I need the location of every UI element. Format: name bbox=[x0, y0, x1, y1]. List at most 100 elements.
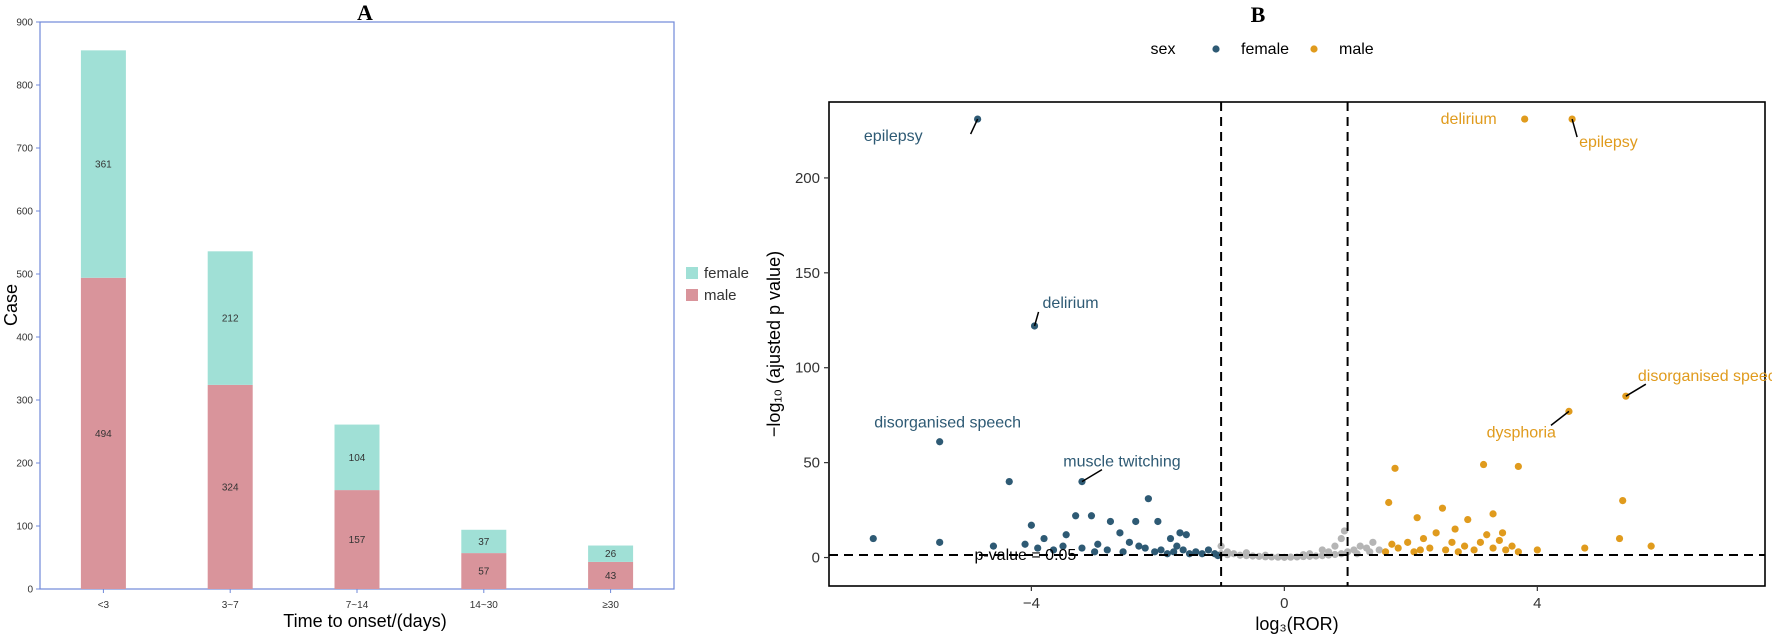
panel-a-legend-label-female: female bbox=[704, 265, 749, 282]
panel-b-point-not-significant bbox=[1343, 548, 1352, 556]
panel-b-point-female bbox=[1170, 548, 1178, 556]
panel-a-bar-female bbox=[80, 50, 126, 278]
panel-a-bar-female bbox=[207, 251, 253, 385]
panel-a-bar-male bbox=[588, 561, 634, 589]
panel-b-point-male bbox=[1460, 542, 1469, 550]
panel-a-legend: female male bbox=[686, 265, 749, 304]
panel-b-legend-swatch-female bbox=[1212, 45, 1220, 53]
panel-a-bar-label: 494 bbox=[95, 429, 112, 440]
panel-a-y-axis-title: Case bbox=[1, 284, 21, 326]
panel-b-point-male bbox=[1495, 536, 1503, 545]
panel-a-bar-label: 361 bbox=[95, 160, 112, 171]
panel-a-x-tick-label: 14~30 bbox=[470, 600, 499, 611]
panel-a: A 0 100 200 300 400 500 600 700 800 900 494 361 324… bbox=[1, 0, 749, 631]
panel-b-point-male bbox=[1388, 540, 1396, 548]
panel-b-point-female bbox=[1173, 542, 1181, 550]
panel-a-legend-swatch-female bbox=[686, 267, 698, 279]
panel-b-annotation-label: delirium bbox=[1441, 111, 1497, 128]
panel-b-point-female bbox=[1154, 517, 1162, 526]
panel-b-point-male bbox=[1647, 542, 1655, 550]
panel-b-point-male bbox=[1438, 504, 1447, 512]
panel-a-x-axis: <3 3~7 7~14 14~30 ≥30 bbox=[98, 589, 619, 611]
panel-b-point-male bbox=[1508, 542, 1516, 550]
panel-b-point-male bbox=[1521, 115, 1529, 123]
panel-a-y-tick-label: 500 bbox=[16, 270, 33, 281]
panel-b-point-female bbox=[1185, 550, 1194, 558]
panel-b-point-not-significant bbox=[1356, 542, 1364, 550]
panel-b-y-tick-label: 150 bbox=[795, 265, 820, 282]
panel-b-point-female bbox=[1094, 540, 1102, 548]
panel-b-point-not-significant bbox=[1353, 550, 1361, 558]
panel-b-point-female bbox=[1119, 548, 1127, 556]
panel-b-point-male bbox=[1615, 534, 1624, 543]
panel-a-bar-female bbox=[461, 529, 507, 554]
panel-b-y-axis-title: −log₁₀ (ajusted p value) bbox=[764, 251, 784, 437]
panel-b-annotation-label: delirium bbox=[1043, 295, 1099, 312]
panel-b-annotation-leader bbox=[969, 118, 979, 135]
panel-b-point-female bbox=[1198, 550, 1206, 558]
panel-b-point-male bbox=[1464, 515, 1472, 524]
panel-a-x-tick-label: ≥30 bbox=[602, 600, 619, 611]
panel-b-point-female bbox=[1087, 512, 1096, 520]
panel-b-point-female bbox=[1116, 529, 1124, 537]
panel-b-point-female bbox=[1163, 550, 1171, 558]
panel-b-point-male bbox=[1498, 529, 1507, 537]
panel-b-point-female bbox=[1027, 521, 1035, 529]
panel-b-x-tick-label: 0 bbox=[1280, 595, 1288, 612]
panel-b-point-female bbox=[1151, 548, 1159, 556]
panel-b-reference-lines bbox=[829, 102, 1765, 586]
panel-b-point-female bbox=[1135, 542, 1143, 550]
panel-b-point-female bbox=[1132, 517, 1140, 526]
panel-b-annotation-label: muscle twitching bbox=[1063, 454, 1180, 471]
panel-a-bar-male bbox=[80, 277, 126, 589]
panel-b-point-male bbox=[1483, 531, 1491, 539]
panel-b-axes: −4 0 4 0 50 100 150 200 bbox=[795, 170, 1542, 612]
panel-a-bar-label: 212 bbox=[222, 314, 239, 325]
panel-b-point-male bbox=[1413, 514, 1421, 522]
panel-b-point-male bbox=[1442, 546, 1450, 554]
panel-b-point-male bbox=[1451, 525, 1459, 533]
panel-b-annotation-leader bbox=[1033, 311, 1040, 327]
panel-b-point-female bbox=[1141, 544, 1149, 552]
panel-a-bar-label: 157 bbox=[349, 535, 366, 546]
panel-b-point-female bbox=[1062, 531, 1070, 539]
panel-a-bar-label: 26 bbox=[605, 549, 617, 560]
panel-b-legend: sex female male bbox=[1151, 41, 1374, 58]
panel-b-point-female bbox=[1040, 534, 1048, 543]
panel-b-point-female bbox=[1192, 548, 1200, 556]
panel-a-y-tick-label: 400 bbox=[16, 333, 33, 344]
panel-b-point-female bbox=[1144, 495, 1152, 503]
panel-b-point-female bbox=[1166, 534, 1175, 543]
panel-b-point-male bbox=[1385, 498, 1393, 507]
panel-a-y-tick-label: 0 bbox=[27, 585, 33, 596]
panel-a-title: A bbox=[357, 0, 373, 25]
panel-b-point-male bbox=[1419, 534, 1428, 543]
panel-b-title: B bbox=[1251, 2, 1266, 27]
panel-b-x-tick-label: −4 bbox=[1023, 595, 1040, 612]
panel-a-y-tick-label: 700 bbox=[16, 144, 33, 155]
panel-b-legend-label-male: male bbox=[1339, 41, 1374, 58]
panel-a-bar-female bbox=[334, 424, 380, 491]
panel-b-point-male bbox=[1416, 546, 1424, 554]
panel-a-bar-male bbox=[207, 384, 253, 589]
panel-b-point-female bbox=[1125, 538, 1134, 546]
panel-b-point-female bbox=[974, 115, 982, 123]
panel-b-point-female bbox=[1182, 531, 1190, 539]
panel-b-point-not-significant bbox=[1223, 548, 1232, 556]
panel-a-y-tick-label: 800 bbox=[16, 81, 33, 92]
panel-b-annotation-leader bbox=[1625, 383, 1647, 397]
panel-b-point-male bbox=[1394, 544, 1402, 552]
panel-b-point-male bbox=[1381, 548, 1390, 556]
panel-b-y-tick-label: 0 bbox=[812, 550, 820, 567]
panel-b-point-female bbox=[936, 438, 944, 446]
panel-a-bar-female bbox=[588, 545, 634, 562]
panel-a-bars: 494 361 324 212 157 104 57 37 43 26 bbox=[80, 50, 634, 589]
panel-b-legend-title: sex bbox=[1151, 41, 1176, 58]
panel-b-legend-swatch-male bbox=[1310, 45, 1318, 53]
panel-a-bar-label: 37 bbox=[478, 537, 490, 548]
panel-b-point-female bbox=[1005, 478, 1013, 486]
panel-a-bar-male bbox=[461, 553, 507, 589]
panel-b-frame bbox=[828, 101, 1766, 587]
panel-b-point-male bbox=[1391, 464, 1399, 472]
panel-b-point-not-significant bbox=[1369, 538, 1377, 546]
